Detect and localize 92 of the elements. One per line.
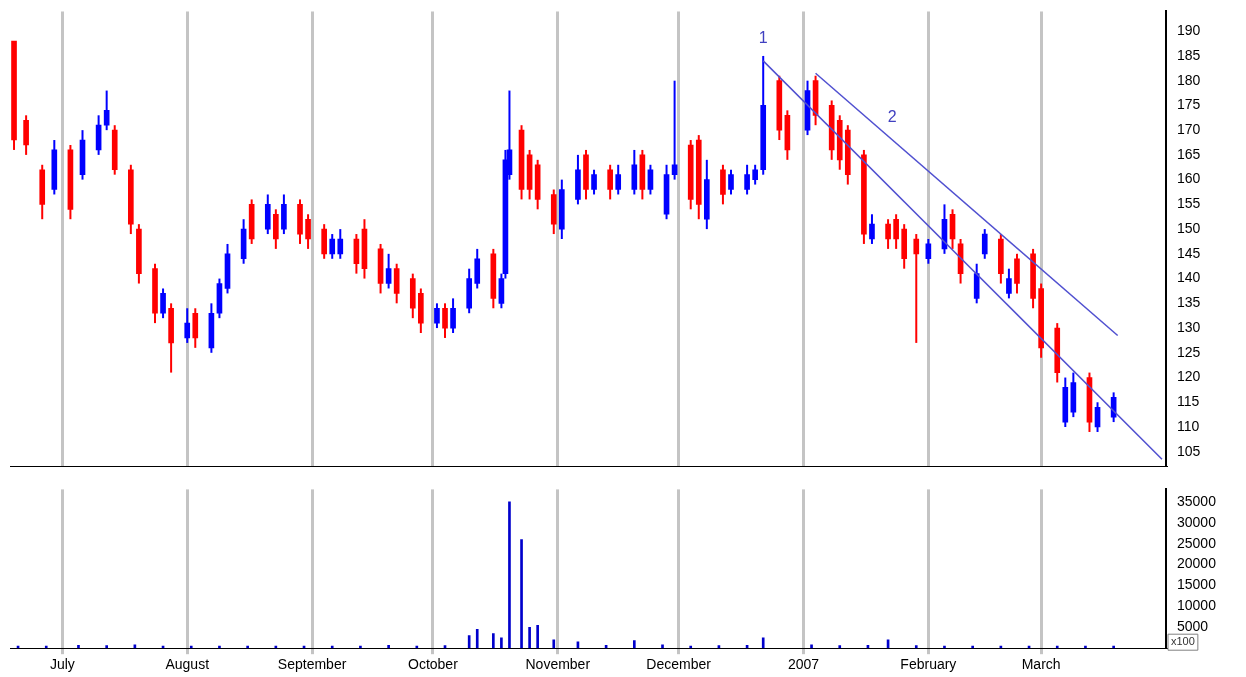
candlestick: [893, 213, 899, 250]
bar: [387, 644, 390, 649]
y-tick-label: 140: [1177, 269, 1201, 286]
bar: [44, 645, 48, 649]
candlestick: [744, 163, 750, 196]
bar: [359, 645, 362, 649]
candlestick: [615, 163, 622, 196]
y-tick-label: 30000: [1177, 513, 1217, 530]
candlestick: [885, 218, 891, 250]
candlestick: [752, 163, 758, 186]
y-tick-label: 185: [1177, 46, 1201, 63]
bar: [77, 644, 80, 649]
y-tick-label: 130: [1177, 318, 1201, 335]
candlestick: [647, 163, 654, 196]
x-tick-label: December: [646, 656, 712, 673]
y-tick-label: 150: [1177, 219, 1201, 236]
bar: [689, 645, 693, 649]
y-tick-label: 175: [1177, 96, 1201, 113]
y-tick-label: 20000: [1177, 555, 1217, 572]
candlestick: [591, 168, 597, 196]
y-tick-label: 25000: [1177, 534, 1217, 551]
bar: [189, 645, 193, 649]
y-tick-label: 125: [1177, 343, 1201, 360]
bar: [1084, 645, 1087, 649]
y-tick-label: 35000: [1177, 492, 1217, 509]
x-tick-label: 2007: [787, 656, 820, 673]
bar: [810, 644, 813, 649]
bar: [105, 645, 108, 649]
text: x100: [1171, 635, 1195, 648]
y-tick-label: 115: [1177, 393, 1200, 410]
candlestick: [305, 213, 311, 250]
bar: [467, 635, 471, 649]
x-tick-label: August: [165, 656, 210, 673]
bar: [1055, 645, 1059, 649]
bar: [661, 644, 664, 649]
bar: [520, 539, 523, 649]
y-tick-label: 170: [1177, 121, 1201, 138]
bar: [218, 645, 221, 649]
candlestick: [728, 168, 734, 196]
y-tick-label: 160: [1177, 170, 1201, 187]
bar: [500, 637, 503, 649]
bar: [246, 645, 249, 649]
candlestick: [671, 79, 678, 181]
bar: [838, 645, 842, 649]
candlestick: [434, 302, 440, 330]
bar: [528, 626, 531, 649]
candlestick: [103, 89, 110, 132]
x-tick-label: February: [900, 656, 957, 673]
y-tick-label: 15000: [1177, 576, 1217, 593]
bar: [492, 633, 495, 649]
y-tick-label: 165: [1177, 145, 1201, 162]
candlestick: [385, 252, 392, 290]
bar: [552, 639, 556, 649]
candlestick: [607, 163, 613, 201]
candlestick: [160, 287, 166, 320]
candlestick: [184, 307, 191, 344]
bar: [508, 501, 511, 649]
candlestick: [450, 297, 456, 335]
bar: [415, 645, 419, 649]
bar: [536, 624, 539, 649]
candlestick: [981, 228, 988, 260]
y-tick-label: 145: [1177, 244, 1201, 261]
x-tick-label: March: [1021, 656, 1061, 673]
candlestick: [329, 233, 336, 260]
candlestick: [913, 233, 920, 344]
y-tick-label: 180: [1177, 71, 1201, 88]
bar: [632, 640, 636, 649]
x-tick-label: July: [49, 656, 75, 673]
y-tick-label: 10000: [1177, 597, 1217, 614]
x-tick-label: September: [277, 656, 347, 673]
bar: [914, 645, 918, 649]
bar: [1112, 645, 1115, 649]
y-tick-label: 135: [1177, 294, 1201, 311]
candlestick: [337, 228, 344, 260]
bar: [475, 629, 479, 649]
x-tick-label: November: [525, 656, 591, 673]
bar: [971, 645, 974, 649]
y-tick-label: 5000: [1177, 618, 1209, 635]
candlestick: [1006, 267, 1012, 300]
annotation: 1: [758, 29, 768, 47]
y-tick-label: 120: [1177, 368, 1201, 385]
y-tick-label: 110: [1177, 417, 1200, 434]
bar: [761, 637, 765, 649]
x-tick-label: October: [408, 656, 459, 673]
y-tick-label: 155: [1177, 195, 1201, 212]
annotation: 2: [887, 108, 897, 126]
candlestick: [442, 302, 448, 339]
bar: [330, 645, 334, 649]
y-tick-label: 105: [1177, 442, 1201, 459]
bar: [943, 645, 946, 649]
y-tick-label: 190: [1177, 22, 1201, 39]
candlestick: [869, 213, 875, 245]
